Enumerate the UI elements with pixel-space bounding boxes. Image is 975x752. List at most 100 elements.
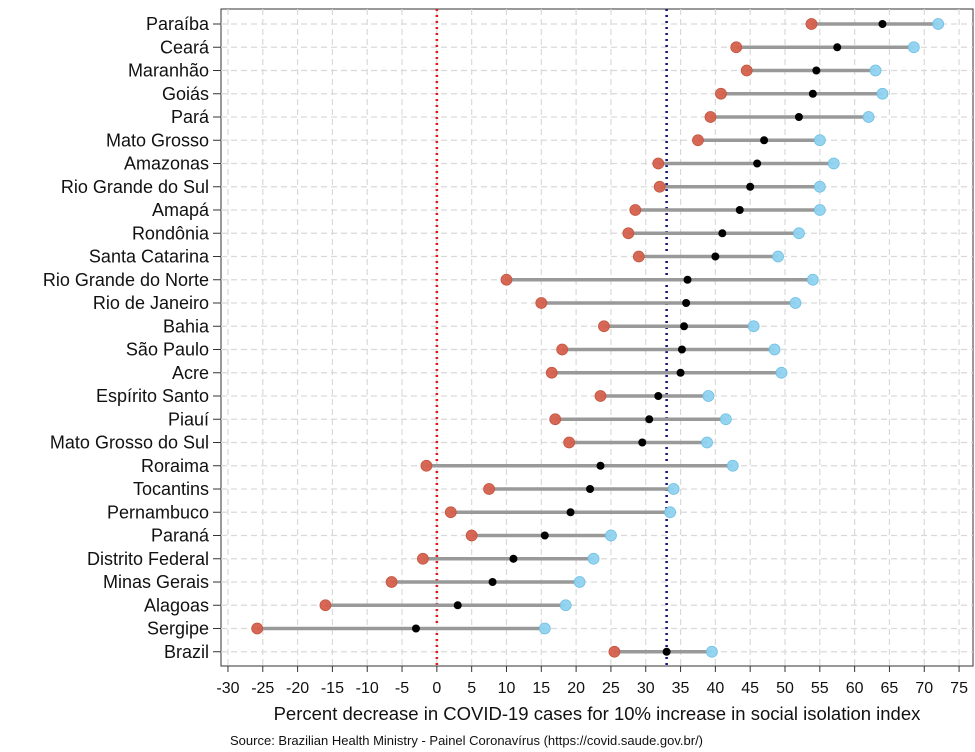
x-tick-label: -30 bbox=[216, 680, 239, 697]
upper-bound-point bbox=[701, 436, 713, 449]
upper-bound-point bbox=[813, 180, 826, 193]
estimate-point bbox=[411, 624, 420, 633]
x-tick-label: 0 bbox=[432, 680, 441, 697]
lower-bound-point bbox=[385, 576, 398, 588]
estimate-point bbox=[654, 392, 663, 400]
lower-bound-point bbox=[632, 250, 645, 263]
upper-bound-point bbox=[538, 622, 551, 635]
y-tick-label: Paraíba bbox=[146, 14, 210, 34]
upper-bound-point bbox=[726, 459, 739, 472]
lower-bound-point bbox=[715, 87, 727, 100]
y-tick-label: Roraima bbox=[141, 456, 210, 476]
lower-bound-point bbox=[444, 506, 457, 519]
estimate-point bbox=[566, 508, 575, 517]
x-tick-label: 45 bbox=[741, 680, 759, 697]
upper-bound-point bbox=[827, 157, 840, 170]
y-tick-label: Ceará bbox=[160, 37, 210, 57]
lower-bound-point bbox=[594, 390, 607, 402]
upper-bound-point bbox=[932, 18, 945, 30]
range-lines bbox=[257, 22, 939, 654]
estimate-point bbox=[794, 113, 803, 121]
y-tick-labels: Paraíba Ceará Maranhão Goiás Pará Mato Grosso… bbox=[43, 14, 221, 662]
x-tick-label: 5 bbox=[467, 680, 476, 697]
estimate-point bbox=[453, 601, 462, 610]
y-tick-label: Pernambuco bbox=[107, 502, 209, 522]
x-tick-label: 35 bbox=[672, 680, 690, 697]
upper-bound-point bbox=[806, 273, 819, 286]
y-tick-label: Amapá bbox=[152, 200, 210, 220]
upper-bound-point bbox=[789, 297, 802, 309]
lower-bound-point bbox=[652, 157, 665, 170]
y-tick-label: Minas Gerais bbox=[103, 572, 209, 592]
lower-bound-point bbox=[535, 297, 548, 309]
y-tick-label: Mato Grosso bbox=[106, 130, 209, 150]
y-tick-label: Rondônia bbox=[132, 223, 210, 243]
lower-bound-point bbox=[563, 436, 576, 449]
lower-bound-point bbox=[500, 273, 513, 286]
x-tick-label: 60 bbox=[846, 680, 864, 697]
lower-bound-point bbox=[622, 227, 635, 240]
lower-bound-point bbox=[319, 599, 332, 612]
x-tick-label: 30 bbox=[637, 680, 655, 697]
lower-bound-point bbox=[417, 552, 429, 565]
upper-bound-point bbox=[772, 250, 784, 263]
y-tick-label: Pará bbox=[171, 107, 210, 127]
y-tick-label: Piauí bbox=[168, 409, 209, 429]
estimate-point bbox=[753, 159, 762, 168]
estimate-point bbox=[677, 345, 686, 354]
upper-bound-point bbox=[907, 41, 920, 54]
estimate-point bbox=[509, 554, 518, 563]
y-tick-label: Paraná bbox=[151, 526, 210, 546]
x-tick-label: -5 bbox=[395, 680, 409, 697]
upper-bound-point bbox=[667, 483, 680, 495]
estimate-point bbox=[596, 461, 605, 470]
lower-bound-point bbox=[420, 459, 433, 472]
upper-bound-point bbox=[705, 645, 718, 658]
estimate-point bbox=[540, 531, 549, 540]
upper-bound-point bbox=[719, 413, 732, 426]
estimate-point bbox=[638, 438, 647, 447]
estimate-point bbox=[878, 20, 887, 28]
data-points bbox=[251, 18, 945, 658]
x-tick-label: 70 bbox=[915, 680, 933, 697]
x-axis-ticks: -30 -25 -20 -15 -10 -5 0 5 10 15 20 25 30 35 40 45 50 55 6… bbox=[216, 666, 968, 697]
upper-bound-point bbox=[813, 134, 826, 147]
estimate-point bbox=[746, 182, 755, 191]
upper-bound-point bbox=[587, 552, 600, 565]
upper-bound-point bbox=[869, 64, 882, 77]
x-tick-label: 50 bbox=[776, 680, 794, 697]
y-tick-label: Sergipe bbox=[147, 619, 209, 639]
upper-bound-point bbox=[876, 87, 889, 100]
estimate-point bbox=[645, 415, 654, 424]
lower-bound-point bbox=[556, 343, 569, 356]
lower-bound-point bbox=[704, 111, 717, 123]
estimate-point bbox=[711, 252, 720, 261]
y-tick-label: Maranhão bbox=[128, 61, 209, 81]
estimate-point bbox=[808, 89, 817, 98]
lower-bound-point bbox=[251, 622, 264, 635]
x-tick-label: -15 bbox=[321, 680, 344, 697]
x-tick-label: 65 bbox=[881, 680, 899, 697]
lower-bound-point bbox=[629, 204, 642, 216]
x-tick-label: -20 bbox=[286, 680, 309, 697]
upper-bound-point bbox=[559, 599, 572, 612]
x-tick-label: -25 bbox=[251, 680, 274, 697]
upper-bound-point bbox=[862, 111, 875, 123]
y-tick-label: Alagoas bbox=[144, 595, 209, 615]
x-tick-label: 10 bbox=[498, 680, 516, 697]
y-tick-label: Espírito Santo bbox=[96, 386, 209, 406]
y-tick-label: Rio Grande do Sul bbox=[61, 177, 209, 197]
upper-bound-point bbox=[768, 343, 781, 356]
x-tick-label: 15 bbox=[532, 680, 550, 697]
lower-bound-point bbox=[805, 18, 818, 30]
lower-bound-point bbox=[608, 645, 621, 658]
upper-bound-point bbox=[573, 576, 586, 588]
estimate-point bbox=[586, 485, 595, 493]
y-tick-label: Rio Grande do Norte bbox=[43, 270, 209, 290]
lower-bound-point bbox=[740, 64, 753, 77]
estimate-point bbox=[760, 136, 769, 145]
x-tick-label: 40 bbox=[706, 680, 724, 697]
upper-bound-point bbox=[702, 390, 715, 402]
